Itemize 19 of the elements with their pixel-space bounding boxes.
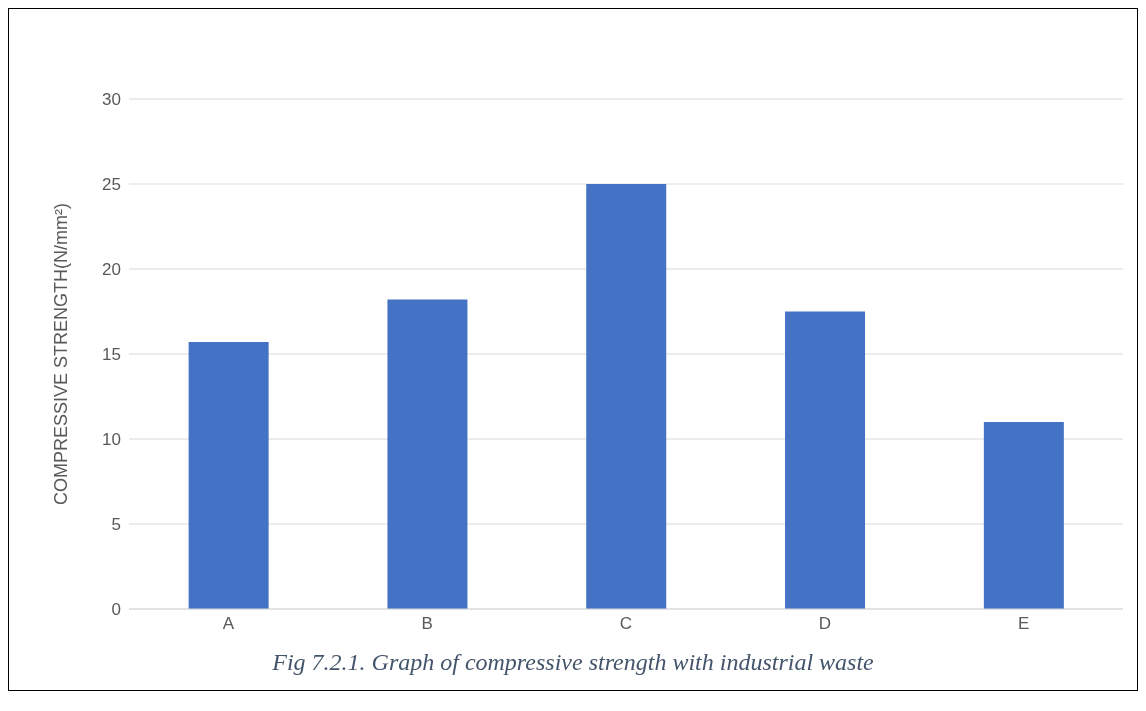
y-tick-label: 10 bbox=[102, 430, 121, 450]
bar bbox=[188, 342, 269, 609]
y-axis-title: COMPRESSIVE STRENGTH(N/mm²) bbox=[51, 202, 71, 506]
y-tick-label: 20 bbox=[102, 260, 121, 280]
x-tick-label: C bbox=[619, 614, 633, 634]
caption: Fig 7.2.1. Graph of compressive strength with industrial waste bbox=[271, 649, 875, 677]
bar bbox=[586, 184, 667, 609]
bar bbox=[785, 311, 866, 609]
bar bbox=[387, 299, 468, 609]
y-tick-label: 5 bbox=[111, 515, 121, 535]
y-tick-label: 15 bbox=[102, 345, 121, 365]
y-tick-label: 0 bbox=[111, 600, 121, 620]
bar bbox=[983, 422, 1064, 609]
y-tick-label: 30 bbox=[102, 90, 121, 110]
y-tick-label: 25 bbox=[102, 175, 121, 195]
x-tick-label: E bbox=[1017, 614, 1030, 634]
x-tick-label: A bbox=[222, 614, 235, 634]
x-tick-label: D bbox=[818, 614, 831, 634]
x-tick-label: B bbox=[421, 614, 433, 634]
